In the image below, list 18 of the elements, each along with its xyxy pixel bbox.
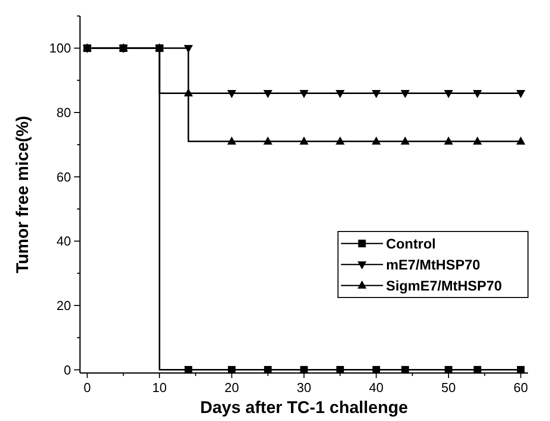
x-tick-label: 30	[296, 380, 312, 395]
y-tick-label: 100	[49, 40, 71, 56]
x-axis-title: Days after TC-1 challenge	[200, 398, 408, 417]
y-axis-title: Tumor free mice(%)	[13, 116, 32, 274]
y-tick-label: 0	[64, 362, 71, 378]
y-tick-label: 20	[56, 298, 71, 314]
x-tick-label: 50	[441, 380, 456, 395]
y-tick-label: 80	[56, 105, 71, 120]
x-tick-label: 40	[369, 380, 384, 395]
legend-label: SigmE7/MtHSP70	[386, 277, 502, 294]
x-tick-label: 0	[84, 380, 91, 395]
y-tick-label: 60	[56, 169, 71, 184]
x-tick-label: 20	[224, 380, 239, 395]
x-tick-label: 10	[152, 380, 167, 395]
y-tick-label: 40	[56, 234, 71, 249]
legend-label: Control	[386, 235, 436, 252]
legend-label: mE7/MtHSP70	[386, 256, 480, 272]
x-tick-label: 60	[514, 380, 528, 395]
